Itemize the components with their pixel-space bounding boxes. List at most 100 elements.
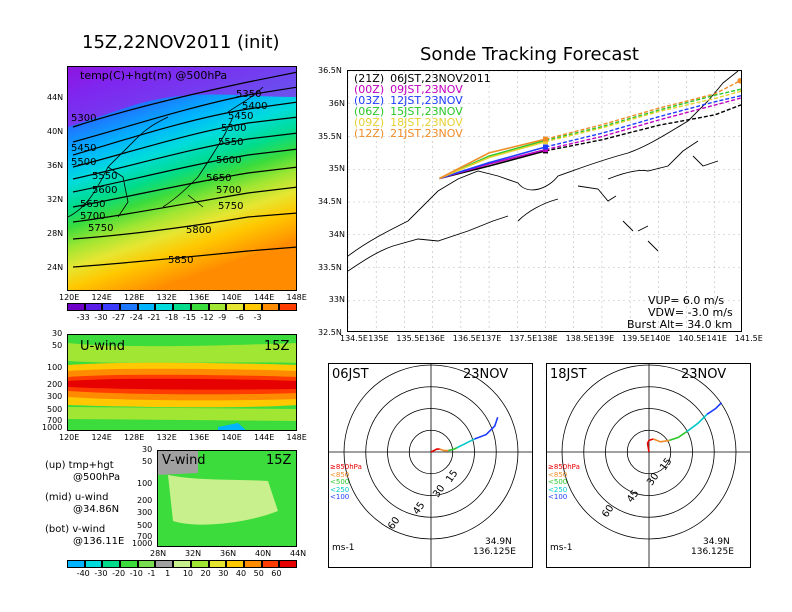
legend-run: (21Z) (354, 72, 385, 85)
map-lat-tick: 28N (47, 229, 64, 238)
coastline (607, 140, 719, 180)
hodograph-time: 06JST (332, 367, 369, 382)
u-wind-pressure-tick: 200 (47, 380, 63, 389)
colorbar-swatch (279, 303, 297, 311)
colorbar-swatch (243, 303, 262, 311)
wind-colorbar-swatch (208, 560, 227, 568)
track-lon-tick: 139.5E (622, 334, 650, 343)
map-lat-tick: 40N (47, 127, 64, 136)
track-lon-tick: 138.5E (565, 334, 594, 343)
contour-label: 5650 (80, 199, 106, 210)
map-lat-tick: 32N (47, 195, 64, 204)
colorbar-swatch (173, 303, 191, 311)
hodograph-trace (706, 402, 723, 415)
map-lat-tick: 44N (47, 93, 64, 102)
contour-label: 5500 (71, 157, 97, 168)
contour-label: 5450 (228, 111, 254, 122)
landing-marker (741, 101, 742, 107)
v-wind-pressure-tick: 100 (137, 479, 153, 488)
hodograph-lon: 136.125E (473, 547, 516, 557)
colorbar-swatch (208, 303, 227, 311)
track-descent-line (545, 88, 741, 142)
u-wind-panel: U-wind 15Z (67, 334, 297, 431)
contour-label: 5850 (168, 255, 194, 266)
wind-colorbar-tick: -10 (129, 569, 143, 578)
hodograph-trace (430, 448, 440, 453)
u-wind-pressure-tick: 700 (47, 416, 63, 425)
v-wind-lat-tick: 32N (185, 549, 202, 558)
hodograph-legend-entry: <850 (330, 470, 350, 479)
legend-run: (06Z) (354, 105, 385, 118)
track-lat-tick: 35.5N (318, 131, 342, 141)
colorbar-swatch (226, 303, 244, 311)
legend-time: 21JST,23NOV (390, 127, 463, 140)
wind-colorbar-tick: 20 (200, 569, 211, 578)
map-field (68, 67, 296, 290)
track-lat-tick: 35N (328, 164, 345, 174)
hodograph-legend-entry: <500 (330, 478, 350, 486)
track-lon-tick: 134.5E (340, 334, 368, 343)
colorbar-tick: -6 (235, 313, 244, 322)
u-wind-lon-tick: 132E (156, 433, 177, 442)
track-lon-tick: 137E (481, 334, 502, 343)
map-title: 15Z,22NOV2011 (init) (82, 32, 280, 53)
wind-colorbar-swatch (243, 560, 262, 568)
hodograph-legend-entry: <500 (548, 478, 568, 486)
landing-marker (740, 88, 741, 93)
contour-label: 5650 (206, 173, 232, 184)
legend-entry: (00Z) 09JST,23NOV (354, 84, 463, 96)
colorbar-swatch (190, 303, 209, 311)
legend-time: 09JST,23NOV (390, 83, 463, 96)
track-lat-tick: 34N (328, 229, 345, 239)
contour-label: 5550 (92, 171, 118, 182)
hodograph-trace (439, 448, 449, 452)
u-wind-label: U-wind (80, 339, 125, 354)
u-wind-lon-tick: 120E (59, 433, 80, 442)
v-wind-pressure-tick: 200 (137, 496, 153, 505)
coastline (348, 185, 659, 272)
colorbar-tick: -27 (112, 313, 126, 322)
track-descent-line (545, 80, 741, 140)
track-lon-tick: 136E (424, 334, 445, 343)
track-lon-tick: 138E (537, 334, 558, 343)
wind-colorbar-tick: -20 (112, 569, 126, 578)
track-lon-tick: 137.5E (509, 334, 538, 343)
hodograph-legend-entry: ≥850hPa (330, 463, 362, 471)
wind-colorbar-swatch (190, 560, 209, 568)
track-lat-tick: 32.5N (318, 328, 342, 337)
colorbar-swatch (84, 303, 103, 311)
contour-label: 5800 (186, 225, 212, 236)
wind-colorbar-tick: 50 (253, 569, 264, 578)
u-wind-lon-tick: 148E (286, 433, 307, 442)
map-lat-tick: 24N (47, 263, 64, 272)
contour-label: 5550 (218, 137, 244, 148)
map-subtitle: temp(C)+hgt(m) @500hPa (80, 69, 228, 82)
wind-colorbar-tick: 10 (182, 569, 194, 578)
track-lon-tick: 141.5E (734, 334, 763, 343)
track-plot (348, 71, 742, 331)
track-lon-tick: 135.5E (396, 334, 425, 343)
contour-label: 5300 (71, 113, 97, 124)
v-wind-pressure-tick: 1000 (132, 539, 153, 548)
hodograph-date: 23NOV (681, 367, 727, 382)
u-wind-pressure-tick: 1000 (42, 423, 63, 432)
colorbar-swatch (155, 303, 174, 311)
u-wind-pressure-tick: 100 (47, 363, 63, 372)
map-lon-tick: 136E (189, 293, 210, 302)
colorbar-swatch (261, 303, 280, 311)
colorbar-tick: -33 (76, 313, 90, 322)
u-wind-pressure-tick: 30 (52, 329, 63, 338)
hodograph-06jst-plot (329, 364, 532, 567)
contour-label: 5350 (236, 89, 262, 100)
legend-run: (00Z) (354, 83, 385, 96)
contour-label: 5750 (218, 201, 244, 212)
track-lon-tick: 136.5E (452, 334, 481, 343)
note-bottom: (bot) v-wind @136.11E (45, 524, 125, 547)
wind-colorbar-tick: 30 (218, 569, 229, 578)
hodograph-legend-entry: <250 (330, 485, 350, 494)
map-lon-tick: 144E (254, 293, 275, 302)
contour-label: 5600 (92, 185, 118, 196)
burst-marker (543, 144, 548, 150)
note-middle: (mid) u-wind @34.86N (45, 492, 120, 515)
wind-colorbar-swatch (67, 560, 85, 568)
